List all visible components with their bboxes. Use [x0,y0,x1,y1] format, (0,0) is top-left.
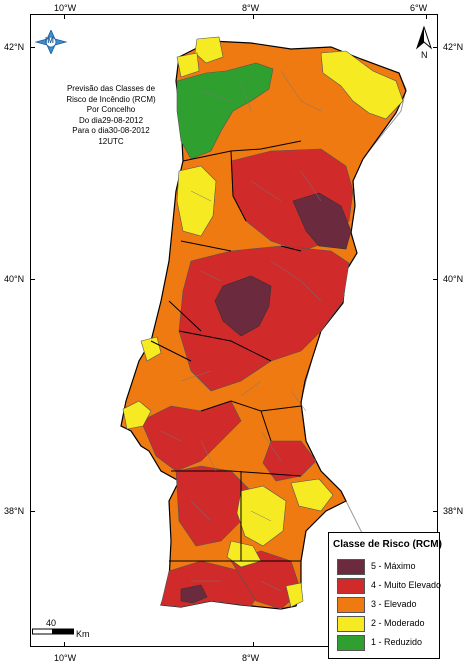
im-logo: IM [34,29,68,59]
tick-left-38n [30,511,35,512]
scale-bar [32,628,74,635]
region-mod-northwest [194,36,224,64]
legend-item-moderate: 2 - Moderado [337,616,437,632]
label-left-38n: 38°N [4,506,25,516]
region-red-tejo [140,400,242,472]
legend-swatch [337,597,365,613]
legend-label: 2 - Moderado [371,618,425,628]
legend-label: 3 - Elevado [371,599,417,609]
info-line-2: Risco de Incêndio (RCM) [66,94,156,104]
region-reduced [176,62,274,160]
tick-right-38n [433,511,438,512]
legend-label: 1 - Reduzido [371,637,423,647]
tick-bottom-10w [64,642,65,647]
legend-label: 4 - Muito Elevado [371,580,442,590]
legend-swatch [337,616,365,632]
info-line-5: Para o dia30-08-2012 [72,126,150,135]
region-mod-east-alentejo [290,478,334,512]
tick-bottom-8w [253,642,254,647]
tick-left-40n [30,279,35,280]
legend-item-very-high: 4 - Muito Elevado [337,578,441,594]
forecast-info: Previsão das Classes de Risco de Incêndi… [52,84,170,147]
label-top-6w: 6°W [410,3,428,13]
logo-text: IM [45,36,54,45]
region-max-northeast [292,192,352,250]
region-max-south [180,584,208,604]
north-arrow-icon [414,25,434,55]
region-max-center [214,275,272,337]
region-red-center [178,245,350,392]
north-letter: N [421,50,428,60]
region-mod-north [320,50,404,120]
tick-top-6w [426,14,427,19]
scale-value: 40 [46,618,57,628]
legend-swatch [337,635,365,651]
label-left-42n: 42°N [4,42,25,52]
tick-right-40n [433,279,438,280]
info-line-1: Previsão das Classes de [66,84,156,93]
label-top-8w: 8°W [242,3,260,13]
tick-top-8w [253,14,254,19]
label-right-40n: 40°N [443,274,464,284]
info-line-3: Por Concelho [86,105,136,114]
district-lines [150,140,302,562]
tick-top-10w [64,14,65,19]
info-line-4: Do dia29-08-2012 [78,115,144,125]
region-mod-minho [176,52,200,78]
region-mod-southeast [285,582,304,608]
legend-title: Classe de Risco (RCM) [333,539,442,550]
label-bottom-10w: 10°W [54,653,77,663]
label-right-38n: 38°N [443,506,464,516]
tick-left-42n [30,47,35,48]
label-top-10w: 10°W [54,3,77,13]
legend-item-max: 5 - Máximo [337,559,437,575]
municipal-lines [160,70,322,592]
risk-legend: Classe de Risco (RCM) 5 - Máximo 4 - Mui… [328,532,442,659]
legend-item-high: 3 - Elevado [337,597,437,613]
tick-right-42n [433,47,438,48]
scale-unit: Km [76,629,90,639]
label-bottom-8w: 8°W [242,653,260,663]
portugal-risk-map [120,36,412,610]
label-right-42n: 42°N [443,42,464,52]
label-left-40n: 40°N [4,274,25,284]
legend-swatch [337,559,365,575]
info-line-6: 12UTC [98,136,124,146]
map-frame [30,14,438,647]
legend-item-reduced: 1 - Reduzido [337,635,437,651]
region-mod-coast [176,165,217,237]
legend-swatch [337,578,365,594]
region-mod-lisbon [122,400,152,430]
legend-label: 5 - Máximo [371,561,416,571]
